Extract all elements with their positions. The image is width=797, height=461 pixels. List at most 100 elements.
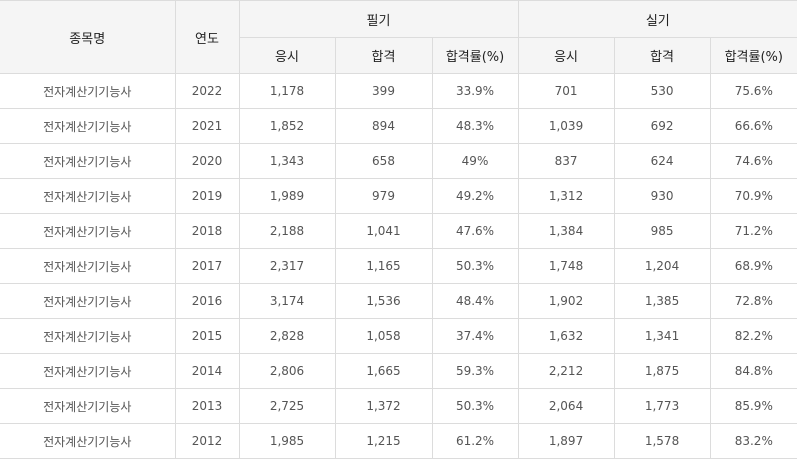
cell-year: 2016 [174,283,240,319]
cell-written-passed: 979 [334,178,433,214]
cell-written-applied: 1,178 [238,73,336,109]
cell-written-passed: 1,058 [334,318,433,354]
cell-year: 2012 [174,423,240,459]
cell-practical-passed: 692 [613,108,711,144]
cell-practical-passed: 1,578 [613,423,711,459]
cell-practical-rate: 70.9% [709,178,797,214]
cell-practical-rate: 66.6% [709,108,797,144]
table-row: 전자계산기기능사 2020 1,343 658 49% 837 624 74.6% [0,143,797,179]
cell-written-passed: 1,041 [334,213,433,249]
table-row: 전자계산기기능사 2014 2,806 1,665 59.3% 2,212 1,875 84.… [0,353,797,389]
cell-practical-rate: 75.6% [709,73,797,109]
cell-written-passed: 399 [334,73,433,109]
cell-practical-rate: 84.8% [709,353,797,389]
cell-practical-applied: 1,897 [517,423,615,459]
cell-item-name: 전자계산기기능사 [0,388,176,424]
cell-written-rate: 48.4% [431,283,519,319]
cell-written-applied: 2,317 [238,248,336,284]
cell-written-rate: 59.3% [431,353,519,389]
cell-practical-passed: 530 [613,73,711,109]
table-row: 전자계산기기능사 2019 1,989 979 49.2% 1,312 930 70.9% [0,178,797,214]
cell-item-name: 전자계산기기능사 [0,423,176,459]
cell-written-passed: 1,665 [334,353,433,389]
cell-year: 2014 [174,353,240,389]
cell-written-rate: 48.3% [431,108,519,144]
cell-practical-applied: 701 [517,73,615,109]
cell-written-rate: 49.2% [431,178,519,214]
cell-written-applied: 1,343 [238,143,336,179]
cell-practical-applied: 1,039 [517,108,615,144]
cell-practical-applied: 1,748 [517,248,615,284]
cell-practical-passed: 1,385 [613,283,711,319]
cell-practical-applied: 837 [517,143,615,179]
cell-practical-passed: 624 [613,143,711,179]
header-written-rate: 합격률(%) [431,37,519,74]
cell-practical-passed: 1,773 [613,388,711,424]
cell-written-rate: 47.6% [431,213,519,249]
cell-practical-rate: 68.9% [709,248,797,284]
table-row: 전자계산기기능사 2013 2,725 1,372 50.3% 2,064 1,773 85.… [0,388,797,424]
cell-written-rate: 33.9% [431,73,519,109]
cell-practical-passed: 1,341 [613,318,711,354]
cell-item-name: 전자계산기기능사 [0,283,176,319]
header-practical-applied: 응시 [517,37,615,74]
cell-written-rate: 37.4% [431,318,519,354]
cell-year: 2019 [174,178,240,214]
cell-written-applied: 2,188 [238,213,336,249]
cell-written-rate: 61.2% [431,423,519,459]
cell-written-applied: 2,725 [238,388,336,424]
header-practical: 실기 [517,0,797,38]
cell-practical-passed: 1,204 [613,248,711,284]
cell-written-applied: 1,989 [238,178,336,214]
header-row-top: 종목명 연도 필기 실기 [0,0,797,74]
cell-year: 2013 [174,388,240,424]
cell-written-passed: 1,165 [334,248,433,284]
table-row: 전자계산기기능사 2021 1,852 894 48.3% 1,039 692 66.6% [0,108,797,144]
header-written-applied: 응시 [239,37,336,74]
cell-practical-rate: 82.2% [709,318,797,354]
header-practical-passed: 합격 [613,37,711,74]
table-row: 전자계산기기능사 2018 2,188 1,041 47.6% 1,384 985 71.2% [0,213,797,249]
header-item: 종목명 [0,0,176,74]
cell-practical-passed: 930 [613,178,711,214]
cell-item-name: 전자계산기기능사 [0,73,176,109]
cell-item-name: 전자계산기기능사 [0,248,176,284]
cell-item-name: 전자계산기기능사 [0,143,176,179]
cell-written-applied: 1,985 [238,423,336,459]
cell-item-name: 전자계산기기능사 [0,353,176,389]
cell-year: 2017 [174,248,240,284]
cell-practical-applied: 1,902 [517,283,615,319]
cell-written-applied: 2,828 [238,318,336,354]
cell-practical-rate: 85.9% [709,388,797,424]
cell-written-passed: 1,215 [334,423,433,459]
header-written-passed: 합격 [334,37,433,74]
cell-year: 2015 [174,318,240,354]
cell-written-rate: 50.3% [431,388,519,424]
cell-practical-rate: 74.6% [709,143,797,179]
table-row: 전자계산기기능사 2015 2,828 1,058 37.4% 1,632 1,341 82.… [0,318,797,354]
cell-written-applied: 1,852 [238,108,336,144]
cell-written-passed: 658 [334,143,433,179]
cell-practical-applied: 2,064 [517,388,615,424]
table-row: 전자계산기기능사 2016 3,174 1,536 48.4% 1,902 1,385 72.… [0,283,797,319]
cell-year: 2022 [174,73,240,109]
cell-written-rate: 50.3% [431,248,519,284]
cell-practical-passed: 1,875 [613,353,711,389]
cell-written-passed: 894 [334,108,433,144]
header-year: 연도 [174,0,240,74]
cell-practical-applied: 1,632 [517,318,615,354]
cell-year: 2018 [174,213,240,249]
cell-practical-applied: 1,312 [517,178,615,214]
cell-practical-passed: 985 [613,213,711,249]
cell-written-applied: 3,174 [238,283,336,319]
cell-written-passed: 1,372 [334,388,433,424]
table-row: 전자계산기기능사 2012 1,985 1,215 61.2% 1,897 1,578 83.… [0,423,797,459]
cell-practical-applied: 2,212 [517,353,615,389]
cell-year: 2020 [174,143,240,179]
table-body: 전자계산기기능사 2022 1,178 399 33.9% 701 530 75.6% 전자계산… [0,73,797,459]
cell-written-rate: 49% [431,143,519,179]
cell-practical-rate: 72.8% [709,283,797,319]
cell-written-applied: 2,806 [238,353,336,389]
cell-year: 2021 [174,108,240,144]
